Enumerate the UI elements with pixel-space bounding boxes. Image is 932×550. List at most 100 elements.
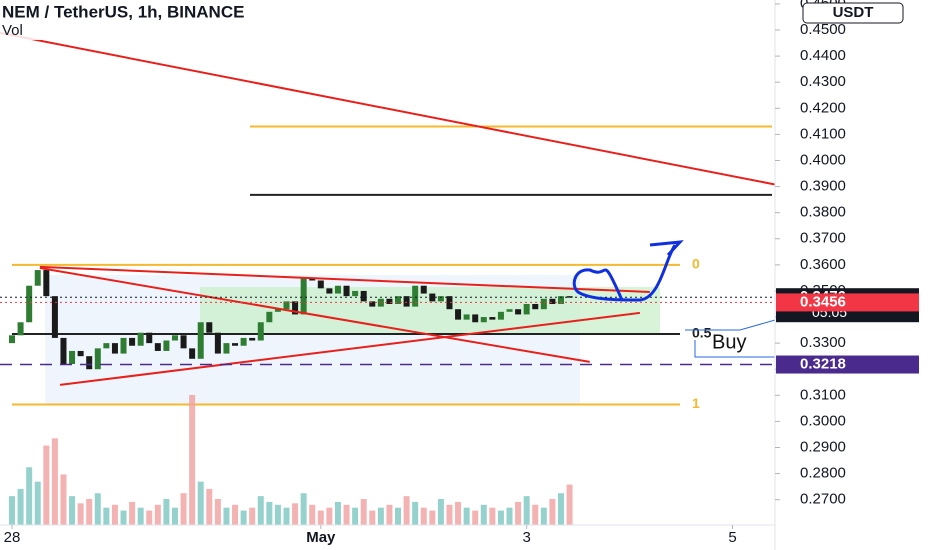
candle [43, 270, 50, 297]
candle [420, 285, 427, 294]
volume-bar [240, 510, 247, 525]
volume-bar [326, 507, 333, 525]
candle [69, 350, 76, 365]
candle [197, 322, 204, 359]
volume-bar [154, 504, 161, 525]
trendline [59, 311, 641, 386]
candle [223, 343, 230, 354]
candle [77, 350, 84, 357]
candle [412, 285, 419, 307]
candle [283, 301, 290, 310]
volume-bar [497, 510, 504, 525]
volume-bar [197, 481, 204, 525]
x-tick-label: 3 [523, 529, 531, 546]
volume-bar [69, 496, 76, 525]
volume-label: Vol [2, 22, 23, 39]
candle [232, 343, 239, 346]
volume-bar [472, 510, 479, 525]
volume-bar [369, 510, 376, 525]
volume-bar [377, 507, 384, 525]
candle [214, 332, 221, 354]
volume-bar [489, 507, 496, 525]
volume-bar [343, 504, 350, 525]
volume-bar [249, 507, 256, 525]
volume-bar [257, 496, 264, 525]
price-badge [776, 355, 919, 374]
x-tick-label: 5 [728, 529, 736, 546]
price-axis [775, 0, 932, 525]
volume-bar [137, 507, 144, 525]
volume-bar [111, 504, 118, 525]
candle [566, 296, 573, 298]
volume-bar [386, 504, 393, 525]
candle [154, 343, 161, 351]
volume-bar [206, 488, 213, 525]
candle [369, 301, 376, 307]
y-tick-label: 0.4000 [800, 151, 846, 168]
candle [463, 314, 470, 320]
volume-bar [232, 504, 239, 525]
y-tick-label: 0.2900 [800, 438, 846, 455]
volume-bar [515, 501, 522, 525]
candle [266, 311, 273, 323]
volume-bar [540, 507, 547, 525]
volume-bar [9, 496, 16, 525]
candle [274, 309, 281, 312]
candle [292, 301, 299, 315]
volume-bar [352, 507, 359, 525]
y-tick-label: 0.2700 [800, 491, 846, 508]
candle [60, 337, 67, 365]
volume-bar [480, 504, 487, 525]
volume-bar [94, 493, 101, 525]
volume-bar [180, 493, 187, 525]
candle [326, 288, 333, 294]
y-tick-label: 0.3600 [800, 256, 846, 273]
candle [180, 335, 187, 349]
axis-layer: 0.46000.45000.44000.43000.42000.41000.40… [4, 0, 919, 546]
arrow-head [649, 240, 684, 257]
volume-bar [292, 503, 299, 525]
y-tick-label: 0.4100 [800, 125, 846, 142]
currency-badge[interactable] [802, 2, 904, 24]
volume-bar [214, 499, 221, 525]
chart-title: NEM / TetherUS, 1h, BINANCE [2, 2, 244, 21]
y-tick-label: 0.3300 [800, 334, 846, 351]
volume-bar [334, 501, 341, 525]
candle [171, 335, 178, 341]
candle [523, 303, 530, 315]
volume-bar [557, 493, 564, 525]
volume-bar [360, 499, 367, 525]
drawn-arrow [572, 244, 677, 302]
candle [317, 280, 324, 289]
candle [137, 332, 144, 346]
candle [386, 298, 393, 304]
candle [489, 317, 496, 320]
y-tick-label: 0.4300 [800, 73, 846, 90]
candle [403, 296, 410, 307]
candle [437, 296, 444, 302]
volume-bar [317, 510, 324, 525]
volume-bar [455, 501, 462, 525]
volume-bar [506, 507, 513, 525]
candle [189, 348, 196, 359]
volume-bar [146, 510, 153, 525]
price-badge-label: 0.3456 [800, 293, 846, 310]
volume-bar [103, 507, 110, 525]
candle [334, 285, 341, 294]
volume-bar [532, 504, 539, 525]
volume-bar [34, 481, 41, 525]
y-tick-label: 0.3000 [800, 412, 846, 429]
volume-bar [300, 493, 307, 525]
volume-bar [283, 507, 290, 525]
volume-bar [171, 507, 178, 525]
candle [103, 343, 110, 349]
volume-bar [26, 467, 33, 525]
volume-bar [266, 501, 273, 525]
volume-bar [549, 499, 556, 525]
candle [446, 296, 453, 310]
volume-bar [189, 395, 196, 525]
candle [206, 322, 213, 333]
volume-bar [403, 496, 410, 525]
candle [497, 311, 504, 320]
